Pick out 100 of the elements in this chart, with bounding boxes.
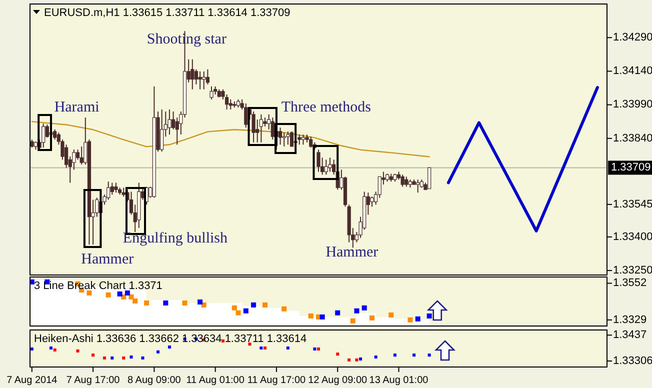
point — [168, 346, 171, 349]
candlestick — [416, 179, 420, 194]
annotation: Harami — [54, 99, 100, 116]
point — [117, 291, 122, 296]
candlestick — [328, 157, 332, 172]
point — [124, 290, 130, 296]
point — [262, 302, 268, 308]
annotation: Hammer — [81, 251, 134, 268]
candlestick — [282, 132, 286, 147]
point — [182, 300, 188, 306]
point — [248, 342, 252, 346]
point — [141, 356, 144, 360]
point — [128, 294, 134, 300]
point — [362, 305, 367, 310]
y-tick-label: 1.33306 — [613, 354, 652, 367]
point — [30, 279, 34, 284]
x-tick-label: 7 Aug 17:00 — [66, 375, 120, 386]
y-tick-label: 1.33250 — [613, 264, 652, 276]
point — [412, 354, 416, 357]
point — [236, 310, 241, 316]
point — [354, 308, 360, 314]
point — [313, 347, 316, 350]
candlestick — [168, 108, 172, 136]
candlestick — [428, 166, 432, 190]
chart-title: 3 Line Break Chart 1.3371 — [34, 280, 162, 292]
chart-title: EURUSD.m,H1 1.33615 1.33711 1.33614 1.33709 — [44, 7, 290, 19]
x-tick-label: 12 Aug 09:00 — [308, 375, 368, 386]
point — [335, 310, 340, 316]
point — [355, 358, 358, 362]
point — [350, 318, 356, 324]
point — [408, 317, 413, 322]
point — [86, 290, 92, 296]
candlestick — [198, 70, 202, 90]
point — [320, 314, 325, 320]
annotation: Engulfing bullish — [122, 230, 228, 246]
candlestick — [76, 149, 80, 160]
point — [130, 356, 133, 359]
point — [308, 313, 314, 318]
point — [286, 346, 290, 350]
point — [103, 356, 106, 360]
x-tick-label: 8 Aug 09:00 — [127, 375, 182, 386]
y-tick-label: 1.34290 — [613, 32, 652, 44]
point — [264, 346, 267, 350]
candlestick — [210, 86, 214, 100]
point — [144, 300, 150, 306]
annotation: Hammer — [326, 244, 378, 260]
point — [369, 315, 374, 320]
candlestick — [80, 146, 84, 166]
y-tick-label: 1.3552 — [613, 277, 647, 290]
point — [428, 354, 431, 357]
point — [106, 292, 111, 298]
candlestick — [202, 70, 206, 90]
point — [198, 299, 203, 304]
y-tick-label: 1.33990 — [613, 98, 652, 111]
y-tick-label: 1.33840 — [613, 132, 652, 144]
y-tick-label: 1.34140 — [613, 65, 652, 78]
candlestick — [301, 134, 306, 146]
point — [426, 313, 432, 318]
point — [232, 305, 237, 310]
candlestick — [298, 134, 302, 146]
point — [348, 358, 351, 362]
candlestick — [324, 159, 328, 176]
candlestick — [110, 182, 114, 196]
candlestick — [228, 98, 232, 110]
candlestick — [270, 117, 274, 140]
chart-title: Heiken-Ashi 1.33636 1.33662 1.33634 1.33711 1.33614 — [34, 333, 307, 345]
candlestick — [286, 130, 290, 146]
candlestick — [224, 94, 229, 110]
point — [50, 346, 53, 350]
candlestick — [160, 108, 164, 152]
y-tick-label: 1.3437 — [613, 329, 647, 342]
point — [282, 306, 287, 312]
candlestick — [259, 114, 263, 143]
x-tick-label: 7 Aug 2014 — [6, 375, 58, 386]
y-tick-label: 1.33545 — [613, 198, 652, 210]
point — [76, 349, 80, 352]
x-tick-label: 13 Aug 01:00 — [369, 375, 429, 386]
point — [92, 354, 95, 357]
candlestick — [316, 149, 320, 172]
point — [201, 302, 206, 308]
candlestick — [244, 102, 248, 128]
line-series — [31, 120, 430, 158]
candlestick — [309, 136, 313, 148]
point — [415, 316, 420, 322]
point — [110, 356, 114, 360]
candlestick — [400, 174, 404, 188]
point — [336, 352, 340, 356]
point — [122, 356, 126, 360]
y-tick-label: 1.3329 — [613, 314, 647, 326]
annotation: Three methods — [281, 99, 372, 116]
point — [393, 354, 396, 357]
point — [251, 302, 256, 308]
line-series — [446, 86, 599, 232]
point — [132, 298, 138, 304]
point — [156, 350, 160, 354]
x-tick-label: 11 Aug 01:00 — [186, 375, 245, 386]
point — [359, 357, 362, 360]
ref-line-label: 1.33709 — [611, 162, 651, 174]
point — [317, 347, 320, 350]
y-tick-label: 1.33400 — [613, 230, 652, 243]
